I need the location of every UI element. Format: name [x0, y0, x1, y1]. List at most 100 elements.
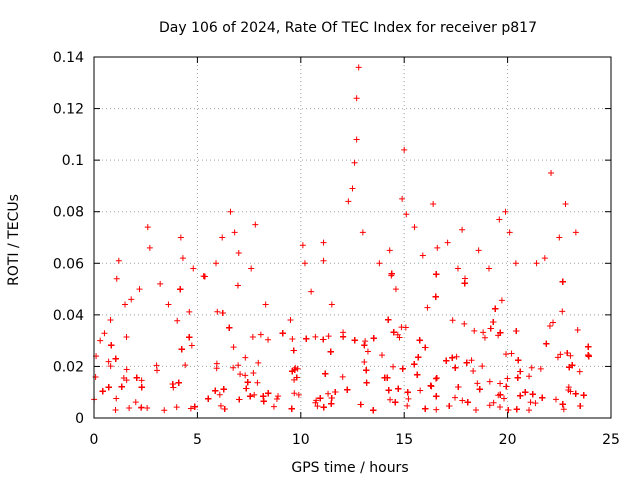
data-point [554, 354, 561, 361]
data-point [325, 390, 332, 397]
data-point [213, 365, 220, 372]
data-point [235, 362, 242, 369]
data-point [449, 317, 456, 324]
data-point [424, 304, 431, 311]
data-point [126, 405, 133, 412]
data-point [532, 400, 539, 407]
data-point [291, 390, 298, 397]
data-point [188, 342, 195, 349]
data-point [251, 391, 258, 398]
data-point [154, 367, 161, 374]
data-point [526, 373, 533, 380]
data-point [496, 404, 503, 411]
data-point [295, 391, 302, 398]
data-point [273, 396, 280, 403]
data-point [387, 396, 394, 403]
data-point [255, 359, 262, 366]
data-point [230, 364, 237, 371]
data-point [314, 403, 321, 410]
data-point [249, 333, 256, 340]
data-point [138, 377, 145, 384]
data-point [144, 405, 151, 412]
data-point [390, 363, 397, 370]
data-point [528, 364, 535, 371]
data-point [474, 380, 481, 387]
data-point [527, 399, 534, 406]
data-point [472, 406, 479, 413]
data-point [481, 334, 488, 341]
data-point [470, 368, 477, 375]
data-point [504, 375, 511, 382]
data-point [242, 354, 249, 361]
data-point [567, 388, 574, 395]
data-point [174, 317, 181, 324]
data-point [123, 377, 130, 384]
data-point [479, 363, 486, 370]
data-point [275, 393, 282, 400]
data-point [230, 344, 237, 351]
data-point [417, 387, 424, 394]
data-point [486, 378, 493, 385]
data-point [490, 399, 497, 406]
data-point [576, 368, 583, 375]
data-point [459, 397, 466, 404]
data-point [325, 333, 332, 340]
data-point [265, 336, 272, 343]
data-point [559, 308, 566, 315]
data-point [101, 330, 108, 337]
data-point [471, 327, 478, 334]
data-point [468, 357, 475, 364]
data-point [364, 348, 371, 355]
data-point [497, 380, 504, 387]
data-point [498, 297, 505, 304]
data-point [508, 350, 515, 357]
data-point [216, 391, 223, 398]
data-point [560, 406, 567, 413]
data-point [257, 331, 264, 338]
data-point [254, 379, 261, 386]
data-point [312, 333, 319, 340]
data-point [173, 404, 180, 411]
data-points [91, 64, 592, 414]
data-point [550, 319, 557, 326]
data-point [186, 308, 193, 315]
data-point [187, 405, 194, 412]
data-point [557, 351, 564, 358]
data-point [132, 399, 139, 406]
chart-title: Day 106 of 2024, Rate Of TEC Index for r… [159, 20, 537, 36]
data-point [453, 353, 460, 360]
data-point [361, 358, 368, 365]
data-point [526, 407, 533, 414]
data-point [486, 402, 493, 409]
data-point [574, 327, 581, 334]
data-point [461, 320, 468, 327]
data-point [113, 395, 120, 402]
data-point [217, 402, 224, 409]
data-point [404, 402, 411, 409]
data-point [105, 358, 112, 365]
data-point [402, 324, 409, 331]
data-point [567, 352, 574, 359]
data-point [433, 406, 440, 413]
data-point [214, 308, 221, 315]
data-point [237, 371, 244, 378]
data-point [112, 407, 119, 414]
data-point [250, 369, 257, 376]
data-point [289, 336, 296, 343]
data-point [552, 396, 559, 403]
data-point [123, 366, 130, 373]
data-point [537, 365, 544, 372]
data-point [270, 403, 277, 410]
data-point [405, 395, 412, 402]
data-point [452, 394, 459, 401]
data-point [107, 363, 114, 370]
data-point [242, 372, 249, 379]
data-point [313, 397, 320, 404]
data-point [432, 375, 439, 382]
data-point [546, 323, 553, 330]
data-point [480, 329, 487, 336]
data-point [428, 383, 435, 390]
grid-lines [94, 57, 611, 418]
data-point [339, 373, 346, 380]
data-point [123, 333, 130, 340]
